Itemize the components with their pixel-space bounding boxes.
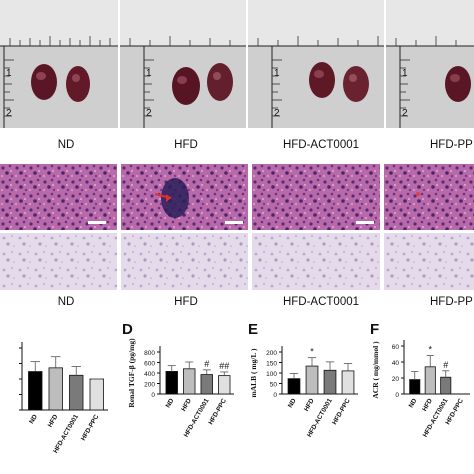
significance-mark: ##	[219, 361, 229, 371]
ruler-tick-2-ppc: 2	[402, 108, 408, 119]
y-tick-label: 50	[270, 382, 278, 389]
bar-hfd-ppc	[341, 370, 355, 395]
he-stain-hfd-ppc	[384, 164, 474, 230]
category-label: ND	[28, 413, 39, 425]
panel-letter-e: E	[248, 321, 258, 338]
category-label: HFD-PPC	[331, 397, 352, 426]
category-label: HFD	[47, 413, 60, 428]
ruler-tick-2: 2	[6, 108, 12, 119]
bar-nd	[165, 371, 178, 395]
kidney-photo-hfd-act0001: 1 2	[248, 0, 384, 128]
group-label-hfd-row1: HFD	[174, 139, 198, 151]
ruler-tick-2-act: 2	[274, 108, 280, 119]
panel-letter-f: F	[370, 321, 379, 338]
y-axis-label: Renal TGF-β (pg/mg)	[127, 338, 136, 408]
panel-letter-d: D	[122, 321, 133, 338]
group-label-hfd-pp-row1: HFD-PP	[430, 139, 473, 151]
significance-mark: *	[428, 345, 432, 355]
ruler-tick-2-hfd: 2	[146, 108, 152, 119]
y-tick-label: 100	[266, 371, 277, 378]
y-tick-label: 200	[144, 382, 155, 389]
category-label: HFD	[303, 397, 316, 412]
he-stain-hfd-act0001	[252, 164, 380, 230]
significance-mark: #	[204, 359, 209, 369]
category-label: HFD-PPC	[80, 413, 101, 442]
bar-hfd	[424, 366, 436, 395]
bar-hfd-act0001	[323, 369, 337, 395]
bar-hfd	[183, 368, 196, 395]
bar-chart-d: D 0 200 400 600 800 Renal TGF-β (pg/mg) ND HFD # H…	[120, 321, 238, 474]
bar-hfd-act0001	[200, 374, 213, 395]
ruler-tick-1: 1	[6, 68, 12, 79]
he-stain-hfd	[121, 164, 248, 230]
significance-mark: *	[310, 347, 314, 357]
group-label-hfd-pp-row2: HFD-PP	[430, 296, 473, 308]
y-tick-label: 800	[144, 350, 155, 357]
pas-stain-nd	[0, 233, 117, 290]
kidney-photo-nd: 1 2	[0, 0, 118, 128]
y-tick-label: 0	[151, 392, 155, 399]
y-tick-label: 150	[266, 361, 277, 368]
bar-chart-f: F 0 20 40 60 ACR ( mg/mmol ) ND * HFD # HFD-ACT000…	[364, 321, 474, 474]
bar-chart-c: ND HFD HFD-ACT0001 HFD-PPC	[0, 330, 112, 474]
y-axis-label: ACR ( mg/mmol )	[371, 341, 380, 399]
bar-nd	[409, 379, 421, 395]
ruler-tick-1-hfd: 1	[146, 68, 152, 79]
bar-hfd	[305, 365, 319, 395]
y-tick-label: 60	[392, 344, 400, 351]
group-label-hfd-act0001-row1: HFD-ACT0001	[282, 139, 360, 151]
bar-hfd-act0001	[69, 374, 84, 411]
category-label: ND	[287, 397, 298, 409]
significance-mark: #	[443, 360, 448, 370]
bar-nd	[287, 378, 301, 395]
category-label: HFD-PPC	[207, 397, 228, 426]
category-label: HFD	[421, 397, 434, 412]
y-tick-label: 0	[273, 392, 277, 399]
bar-hfd-act0001	[440, 376, 452, 395]
group-label-hfd-row2: HFD	[174, 296, 198, 308]
bar-hfd-ppc	[218, 375, 231, 395]
ruler-tick-1-ppc: 1	[402, 68, 408, 79]
bar-nd	[28, 371, 43, 411]
group-label-nd-row2: ND	[57, 296, 75, 308]
bar-hfd-ppc	[89, 378, 104, 411]
y-tick-label: 20	[392, 376, 400, 383]
y-tick-label: 40	[392, 360, 400, 367]
he-stain-nd	[0, 164, 117, 230]
ruler-tick-1-act: 1	[274, 68, 280, 79]
y-tick-label: 600	[144, 361, 155, 368]
group-label-nd-row1: ND	[57, 139, 75, 151]
y-axis-label: mALB ( mg/L )	[249, 348, 258, 397]
pas-stain-hfd-ppc	[384, 233, 474, 290]
pas-stain-hfd	[121, 233, 248, 290]
bar-hfd	[48, 367, 63, 411]
bar-chart-e: E 0 50 100 150 200 mALB ( mg/L ) ND * HFD HFD-ACT0…	[242, 321, 362, 474]
kidney-photo-hfd-ppc: 1 2	[386, 0, 474, 128]
y-tick-label: 0	[395, 392, 399, 399]
pas-stain-hfd-act0001	[252, 233, 380, 290]
group-label-hfd-act0001-row2: HFD-ACT0001	[282, 296, 360, 308]
category-label: HFD	[180, 397, 193, 412]
y-tick-label: 200	[266, 350, 277, 357]
kidney-photo-hfd: 1 2	[120, 0, 246, 128]
category-label: ND	[165, 397, 176, 409]
category-label: ND	[408, 397, 419, 409]
y-tick-label: 400	[144, 371, 155, 378]
